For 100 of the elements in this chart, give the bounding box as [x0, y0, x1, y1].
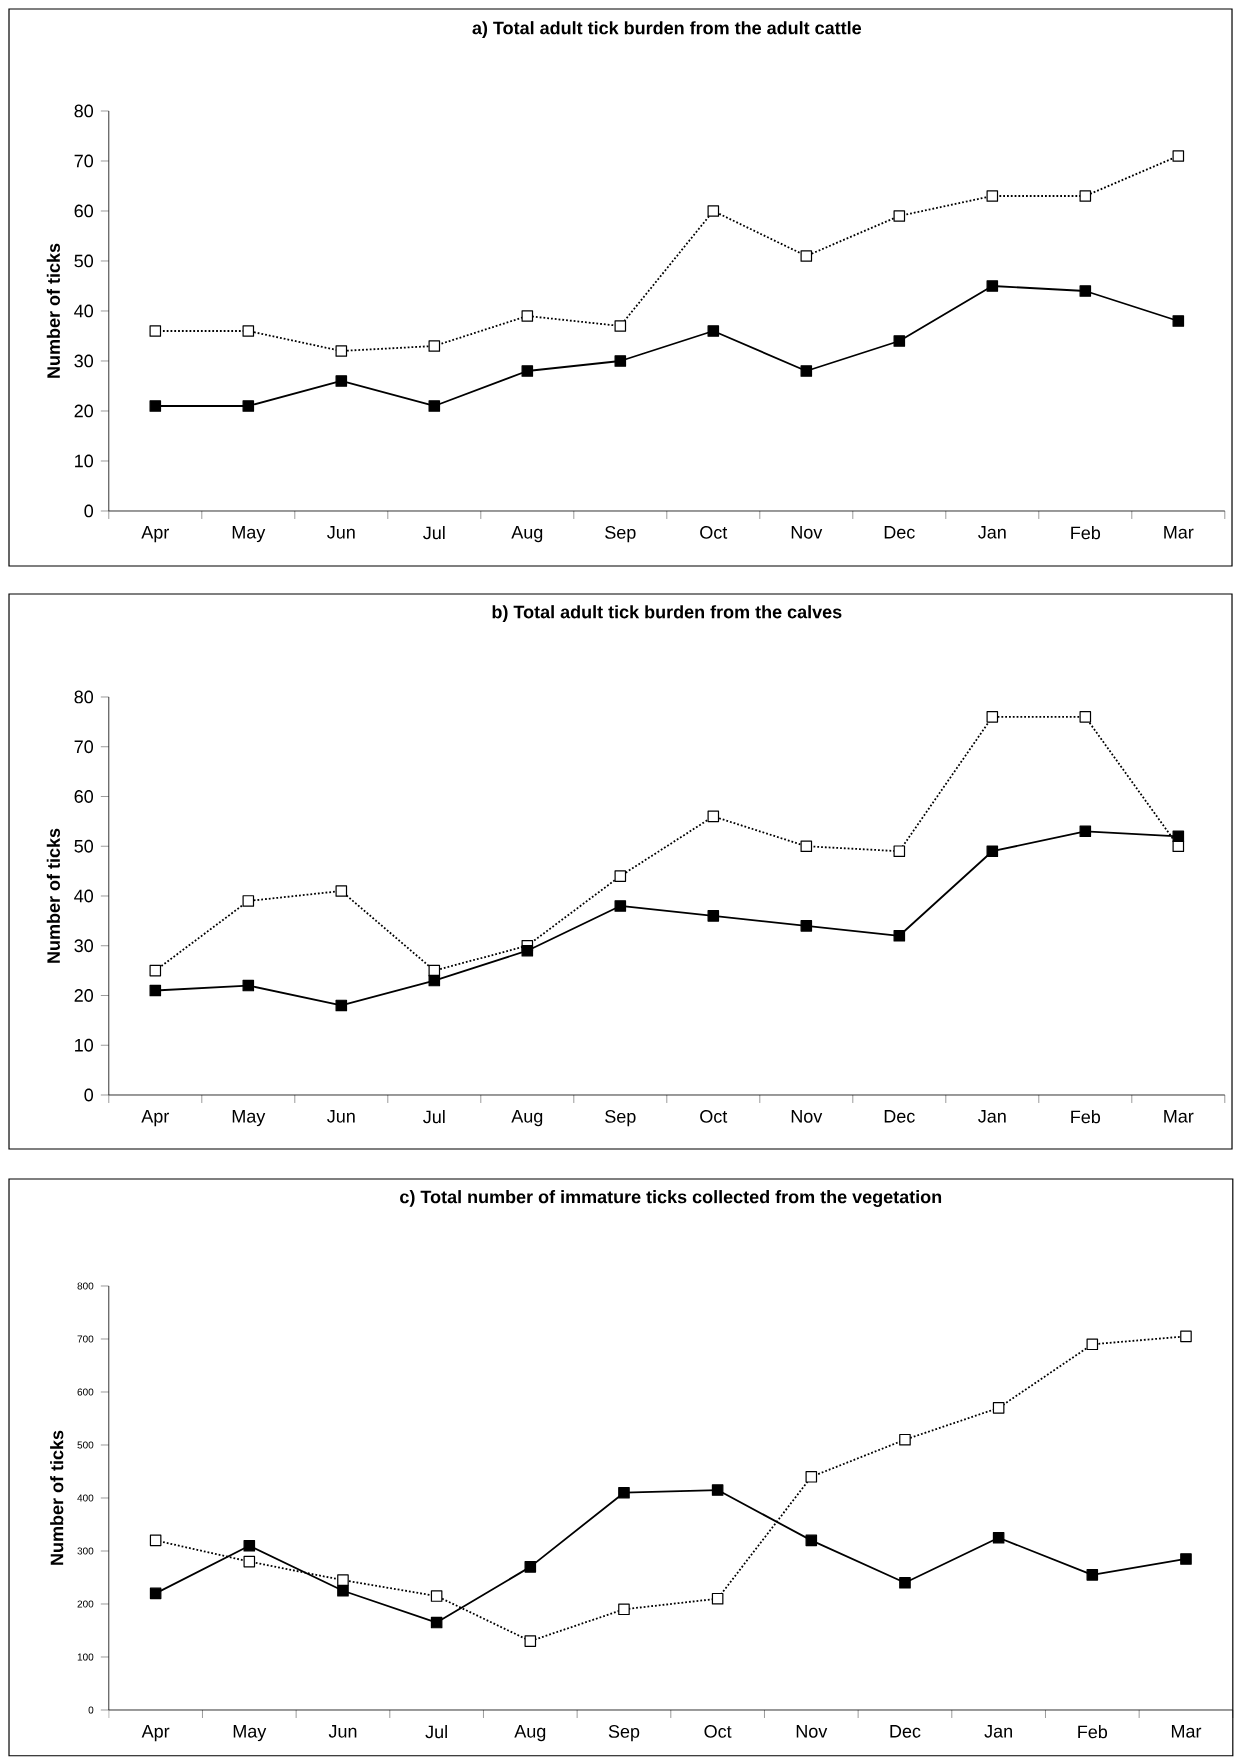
point	[524, 1561, 537, 1573]
point	[243, 1555, 256, 1568]
y-tick-label: 800	[77, 1282, 94, 1290]
x-tick-label: Sep	[608, 1725, 640, 1742]
point	[707, 325, 720, 337]
point	[335, 885, 348, 897]
point	[242, 979, 255, 992]
point	[893, 210, 906, 222]
point	[711, 1484, 724, 1496]
point	[1079, 711, 1092, 723]
point	[335, 375, 348, 387]
x-tick-label: Jul	[423, 526, 445, 540]
x-tick-label: Oct	[700, 526, 728, 539]
point	[1079, 190, 1092, 202]
point	[800, 250, 813, 262]
y-tick-label: 0	[84, 504, 94, 518]
point	[524, 1635, 537, 1647]
x-tick-label: Jul	[423, 1110, 445, 1124]
x-tick-label: May	[232, 526, 266, 543]
x-tick-label: Mar	[1164, 1110, 1194, 1123]
point	[149, 984, 162, 997]
point	[618, 1486, 630, 1499]
x-tick-label: May	[233, 1725, 267, 1742]
x-tick-label: Jan	[978, 526, 1006, 539]
point	[707, 810, 720, 823]
point	[614, 355, 627, 367]
y-tick-label: 70	[74, 740, 94, 754]
point	[521, 944, 534, 957]
chart-title: c) Total number of immature ticks collected from the vegetation	[400, 1190, 942, 1207]
point	[899, 1433, 911, 1446]
point	[428, 340, 441, 352]
point	[1079, 285, 1092, 297]
x-tick-label: Jan	[984, 1725, 1012, 1738]
x-tick-label: Jun	[328, 1725, 357, 1738]
x-tick-label: Apr	[141, 1110, 170, 1127]
y-tick-label: 30	[74, 939, 94, 953]
y-tick-label: 10	[75, 1038, 94, 1052]
point	[986, 280, 999, 292]
x-tick-label: Nov	[791, 526, 823, 539]
y-tick-label: 10	[75, 454, 94, 468]
point	[986, 711, 999, 723]
y-axis-title: Number of ticks	[46, 243, 60, 378]
y-tick-label: 500	[77, 1441, 94, 1449]
x-tick-label: Oct	[700, 1110, 728, 1123]
point	[430, 1590, 443, 1602]
y-tick-label: 60	[74, 790, 94, 803]
y-axis-title: Number of ticks	[50, 1430, 64, 1565]
point	[521, 310, 534, 322]
y-tick-label: 40	[74, 889, 94, 903]
point	[335, 999, 348, 1012]
point	[149, 400, 162, 412]
x-tick-label: Nov	[791, 1110, 823, 1123]
y-tick-label: 30	[74, 354, 94, 368]
point	[992, 1531, 1005, 1544]
point	[986, 190, 999, 202]
point	[149, 964, 162, 977]
x-tick-label: Dec	[890, 1725, 921, 1738]
point	[149, 325, 162, 337]
point	[800, 840, 813, 853]
x-tick-label: Aug	[511, 526, 543, 543]
point	[521, 365, 534, 377]
point	[1172, 315, 1185, 327]
point	[805, 1470, 818, 1483]
y-tick-label: 700	[77, 1335, 94, 1343]
point	[614, 870, 627, 882]
x-tick-label: Sep	[605, 526, 636, 543]
y-axis-title: Number of ticks	[46, 828, 60, 963]
y-tick-label: 50	[74, 839, 94, 853]
x-tick-label: Feb	[1071, 1110, 1101, 1124]
point	[707, 910, 720, 922]
point	[618, 1603, 630, 1616]
point	[1172, 840, 1185, 853]
point	[711, 1592, 724, 1605]
x-tick-label: Jun	[327, 526, 355, 539]
point	[428, 400, 441, 412]
x-tick-label: Jan	[978, 1110, 1006, 1123]
point	[242, 325, 255, 337]
point	[335, 345, 348, 357]
point	[1172, 150, 1185, 162]
point	[992, 1402, 1005, 1414]
x-tick-label: Mar	[1164, 526, 1194, 539]
point	[707, 205, 720, 217]
point	[805, 1534, 818, 1547]
point	[428, 964, 441, 977]
y-tick-label: 60	[74, 204, 94, 218]
point	[899, 1577, 911, 1589]
point	[614, 320, 627, 332]
point	[1086, 1338, 1099, 1351]
x-tick-label: Feb	[1078, 1725, 1108, 1739]
y-tick-label: 70	[74, 154, 94, 168]
point	[800, 920, 813, 932]
point	[1180, 1553, 1192, 1565]
point	[337, 1584, 349, 1597]
point	[430, 1616, 443, 1629]
point	[1180, 1330, 1192, 1343]
y-tick-label: 20	[74, 404, 94, 418]
point	[1172, 830, 1185, 843]
x-tick-label: Nov	[796, 1725, 828, 1738]
point	[337, 1574, 349, 1586]
x-tick-label: Feb	[1071, 526, 1101, 540]
